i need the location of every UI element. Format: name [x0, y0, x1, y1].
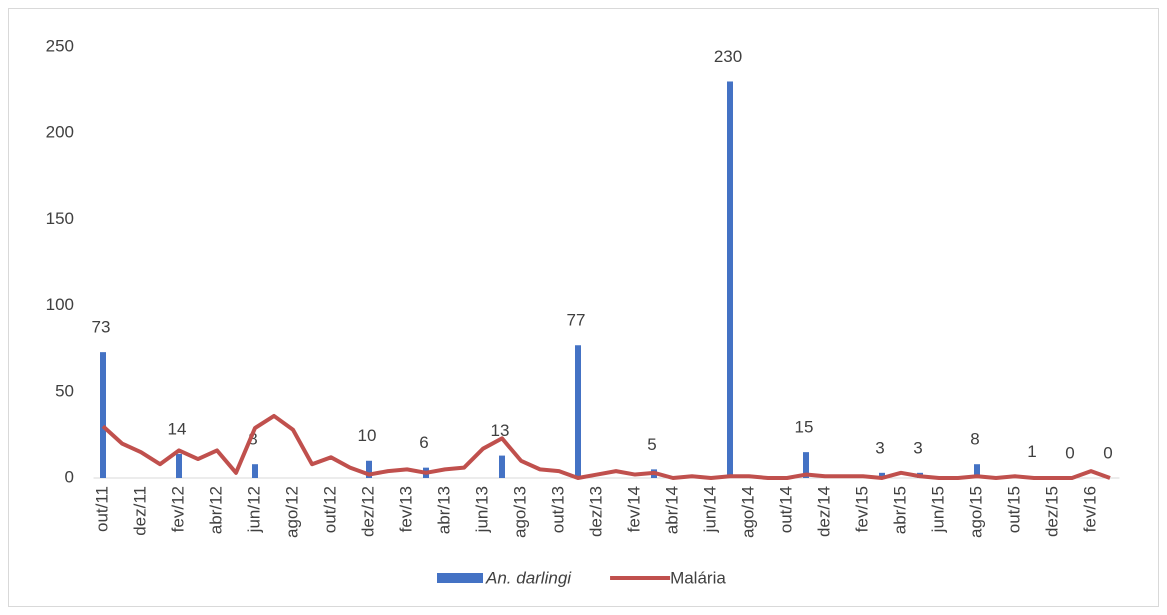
- x-tick-label: dez/15: [1042, 486, 1061, 537]
- y-tick-label: 200: [46, 123, 74, 142]
- x-tick-label: dez/13: [586, 486, 605, 537]
- data-label: 13: [491, 421, 510, 440]
- data-label: 8: [248, 430, 257, 449]
- data-label: 6: [419, 433, 428, 452]
- data-label: 0: [1065, 443, 1074, 462]
- bar: [499, 455, 505, 478]
- y-tick-label: 100: [46, 295, 74, 314]
- data-label: 8: [970, 430, 979, 449]
- bar: [176, 453, 182, 478]
- data-label: 0: [1103, 443, 1112, 462]
- x-tick-label: dez/11: [130, 486, 149, 536]
- data-label: 73: [92, 318, 111, 337]
- bar: [252, 464, 258, 478]
- legend-swatch: [437, 573, 483, 583]
- x-tick-label: fev/15: [852, 486, 871, 532]
- x-tick-label: jun/13: [472, 486, 491, 533]
- bar: [100, 352, 106, 478]
- bar: [575, 345, 581, 478]
- data-label: 1: [1027, 442, 1036, 461]
- bar: [879, 472, 885, 478]
- data-label: 3: [875, 438, 884, 457]
- x-tick-label: fev/12: [168, 486, 187, 532]
- bar: [727, 81, 733, 478]
- y-tick-label: 250: [46, 36, 74, 55]
- x-tick-label: out/11: [92, 486, 111, 532]
- x-tick-label: dez/12: [358, 486, 377, 537]
- data-label: 77: [567, 311, 586, 330]
- x-tick-label: out/15: [1004, 486, 1023, 533]
- x-tick-label: fev/13: [396, 486, 415, 532]
- x-tick-label: out/14: [776, 486, 795, 533]
- x-tick-label: fev/16: [1080, 486, 1099, 532]
- y-tick-label: 0: [65, 467, 74, 486]
- x-tick-label: abr/13: [434, 486, 453, 534]
- x-tick-label: abr/15: [890, 486, 909, 534]
- data-label: 14: [168, 419, 187, 438]
- x-tick-label: dez/14: [814, 486, 833, 537]
- data-label: 5: [647, 435, 656, 454]
- bar: [803, 452, 809, 478]
- x-tick-label: ago/12: [282, 486, 301, 538]
- y-tick-label: 50: [55, 381, 74, 400]
- x-tick-label: jun/15: [928, 486, 947, 533]
- x-tick-label: out/12: [320, 486, 339, 533]
- data-label: 230: [714, 47, 742, 66]
- legend-label: Malária: [670, 568, 726, 587]
- chart-frame: [8, 8, 1159, 607]
- x-tick-label: abr/12: [206, 486, 225, 534]
- x-tick-label: ago/13: [510, 486, 529, 538]
- data-label: 3: [913, 438, 922, 457]
- line: [101, 413, 1111, 480]
- x-tick-label: fev/14: [624, 486, 643, 532]
- data-label: 10: [358, 426, 377, 445]
- x-tick-label: out/13: [548, 486, 567, 533]
- legend-label: An. darlingi: [485, 568, 572, 587]
- x-tick-label: jun/12: [244, 486, 263, 533]
- data-label: 15: [795, 418, 814, 437]
- x-tick-label: jun/14: [700, 486, 719, 533]
- x-tick-label: ago/15: [966, 486, 985, 538]
- bar: [366, 460, 372, 478]
- bar: [974, 464, 980, 478]
- x-tick-label: ago/14: [738, 486, 757, 538]
- y-tick-label: 150: [46, 209, 74, 228]
- x-tick-label: abr/14: [662, 486, 681, 534]
